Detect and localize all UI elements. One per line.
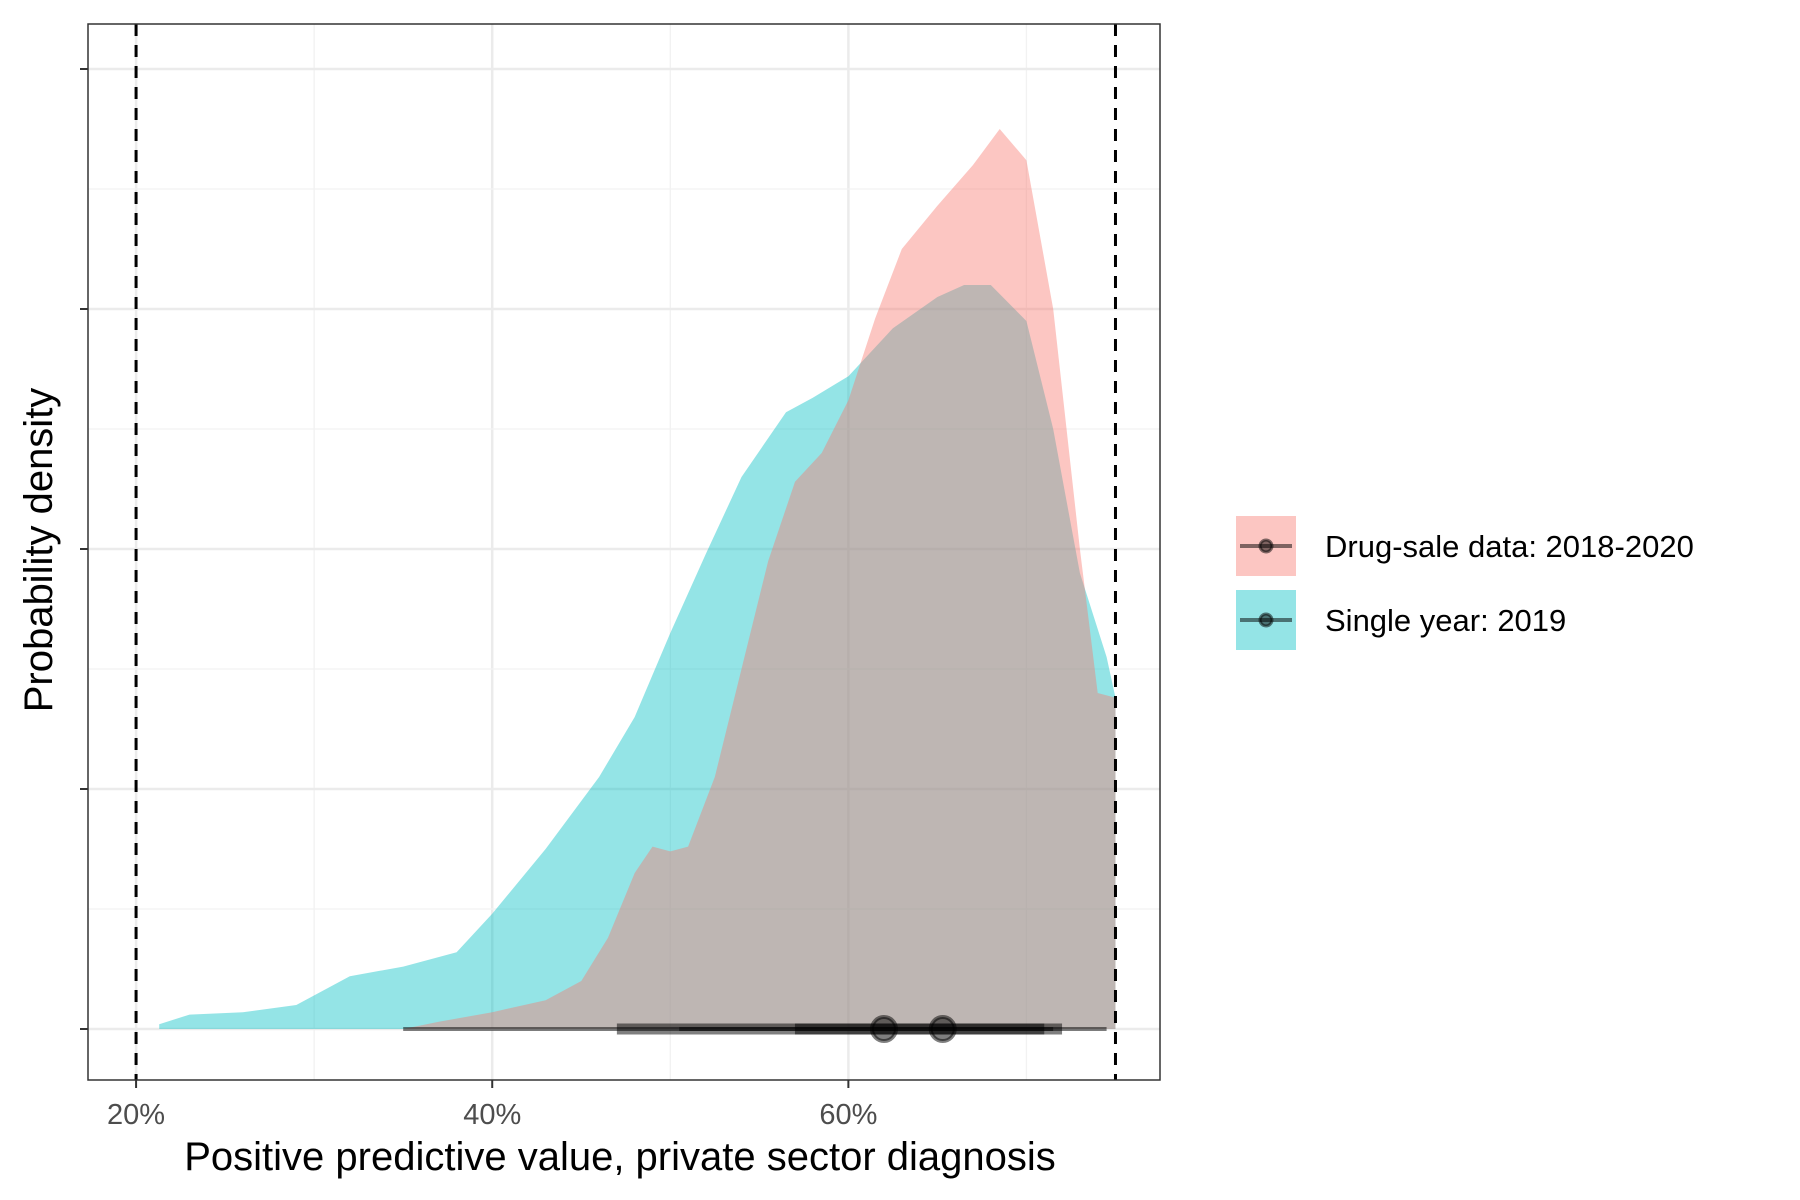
density-area-drug-sale [403,129,1116,1029]
interval-point [928,1015,957,1043]
legend: Drug-sale data: 2018-2020 Single year: 20… [1236,516,1694,650]
legend-point [1258,538,1274,554]
legend-item: Drug-sale data: 2018-2020 [1236,516,1694,576]
y-axis-title: Probability density [17,388,61,713]
x-tick-label: 20% [107,1099,165,1131]
x-tick-label: 60% [819,1099,877,1131]
x-axis-title: Positive predictive value, private secto… [184,1135,1056,1179]
point-intervals [403,1015,1107,1043]
legend-label: Drug-sale data: 2018-2020 [1325,529,1694,564]
legend-item: Single year: 2019 [1236,590,1566,650]
gridlines [88,24,1160,1080]
axis-ticks [80,68,850,1088]
x-tick-labels: 20% 40% 60% [107,1099,877,1131]
density-area-single-year [159,285,1116,1029]
x-tick-label: 40% [463,1099,521,1131]
reference-lines [134,24,1117,1080]
series-areas [159,129,1116,1029]
legend-point [1258,612,1274,628]
legend-label: Single year: 2019 [1325,603,1566,638]
plot-panel-border [87,23,1161,1081]
